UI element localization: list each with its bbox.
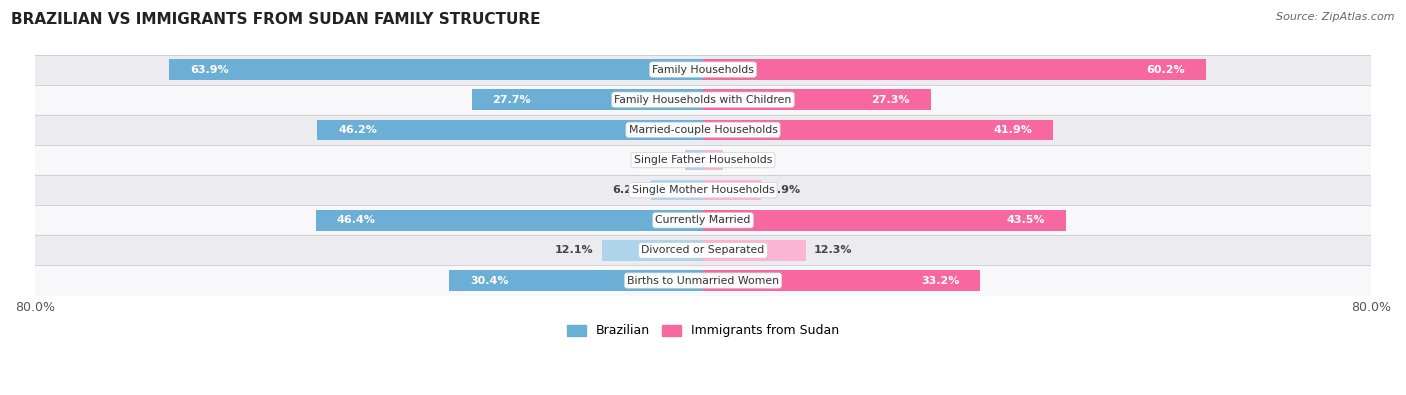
Text: 46.2%: 46.2% (337, 125, 377, 135)
Bar (703, 150, 723, 170)
Bar (703, 180, 761, 200)
Bar (35, 265, 1371, 295)
Bar (449, 270, 703, 291)
Text: 12.3%: 12.3% (814, 245, 852, 256)
Text: Married-couple Households: Married-couple Households (628, 125, 778, 135)
Text: 6.9%: 6.9% (769, 185, 800, 195)
Bar (685, 150, 703, 170)
Text: 30.4%: 30.4% (470, 276, 509, 286)
Text: 46.4%: 46.4% (336, 215, 375, 225)
Bar (703, 270, 980, 291)
Text: 33.2%: 33.2% (921, 276, 959, 286)
Text: Births to Unmarried Women: Births to Unmarried Women (627, 276, 779, 286)
Text: 27.3%: 27.3% (872, 95, 910, 105)
Legend: Brazilian, Immigrants from Sudan: Brazilian, Immigrants from Sudan (562, 320, 844, 342)
Bar (602, 240, 703, 261)
Bar (35, 205, 1371, 235)
Text: 43.5%: 43.5% (1007, 215, 1045, 225)
Text: Single Father Households: Single Father Households (634, 155, 772, 165)
Bar (35, 85, 1371, 115)
Text: Currently Married: Currently Married (655, 215, 751, 225)
Bar (35, 55, 1371, 85)
Bar (471, 89, 703, 110)
Bar (35, 175, 1371, 205)
Text: Divorced or Separated: Divorced or Separated (641, 245, 765, 256)
Text: Family Households with Children: Family Households with Children (614, 95, 792, 105)
Text: 6.2%: 6.2% (612, 185, 643, 195)
Text: 2.4%: 2.4% (731, 155, 762, 165)
Text: 27.7%: 27.7% (492, 95, 531, 105)
Bar (318, 120, 703, 140)
Text: 60.2%: 60.2% (1146, 64, 1185, 75)
Text: 2.2%: 2.2% (645, 155, 676, 165)
Bar (703, 210, 1066, 231)
Bar (651, 180, 703, 200)
Bar (170, 59, 703, 80)
Text: Single Mother Households: Single Mother Households (631, 185, 775, 195)
Text: Family Households: Family Households (652, 64, 754, 75)
Bar (703, 120, 1053, 140)
Text: Source: ZipAtlas.com: Source: ZipAtlas.com (1277, 12, 1395, 22)
Bar (35, 115, 1371, 145)
Text: 12.1%: 12.1% (555, 245, 593, 256)
Bar (35, 145, 1371, 175)
Text: 41.9%: 41.9% (993, 125, 1032, 135)
Bar (35, 235, 1371, 265)
Text: 63.9%: 63.9% (190, 64, 229, 75)
Bar (703, 240, 806, 261)
Bar (703, 59, 1206, 80)
Text: BRAZILIAN VS IMMIGRANTS FROM SUDAN FAMILY STRUCTURE: BRAZILIAN VS IMMIGRANTS FROM SUDAN FAMIL… (11, 12, 541, 27)
Bar (703, 89, 931, 110)
Bar (315, 210, 703, 231)
